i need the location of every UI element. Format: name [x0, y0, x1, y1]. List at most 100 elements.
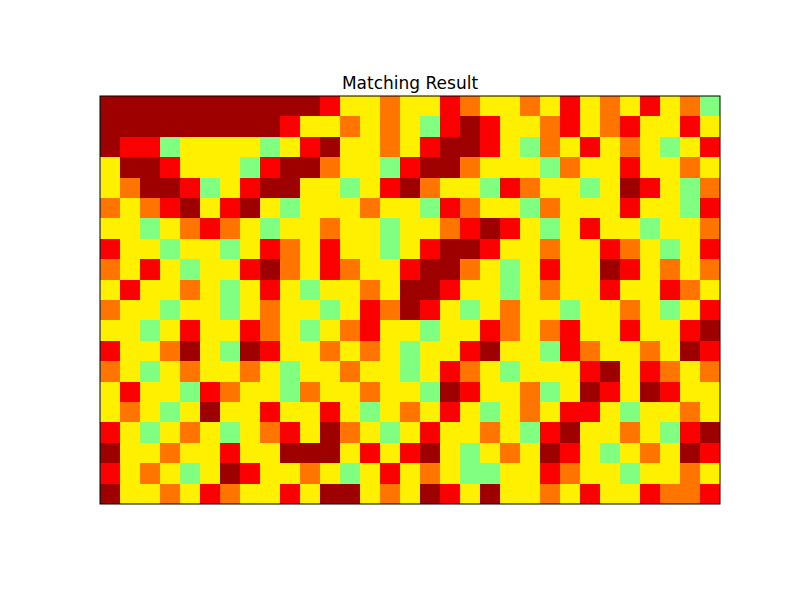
- heatmap-cell: [320, 280, 341, 301]
- heatmap-cell: [640, 341, 661, 362]
- heatmap-cell: [200, 259, 221, 280]
- heatmap-cell: [520, 341, 541, 362]
- heatmap-cell: [640, 300, 661, 321]
- heatmap-cell: [340, 218, 361, 239]
- heatmap-cell: [300, 239, 321, 260]
- heatmap-cell: [680, 259, 701, 280]
- heatmap-cell: [440, 218, 461, 239]
- heatmap-cell: [100, 443, 121, 464]
- heatmap-cell: [480, 116, 501, 137]
- heatmap-cell: [320, 402, 341, 423]
- heatmap-cell: [680, 382, 701, 403]
- heatmap-cell: [480, 382, 501, 403]
- heatmap-cell: [460, 137, 481, 158]
- heatmap-cell: [500, 463, 521, 484]
- heatmap-cell: [700, 157, 720, 178]
- heatmap-cell: [220, 422, 241, 443]
- heatmap-cell: [380, 382, 401, 403]
- heatmap-cell: [440, 463, 461, 484]
- heatmap-cell: [620, 137, 641, 158]
- heatmap-cell: [440, 157, 461, 178]
- heatmap-cell: [480, 157, 501, 178]
- heatmap-cell: [700, 116, 720, 137]
- heatmap-cell: [520, 484, 541, 504]
- heatmap-cell: [540, 341, 561, 362]
- heatmap-cell: [160, 463, 181, 484]
- heatmap-cell: [640, 443, 661, 464]
- heatmap-cell: [520, 402, 541, 423]
- heatmap-cell: [360, 198, 381, 219]
- heatmap-cell: [140, 402, 161, 423]
- heatmap-cell: [500, 96, 521, 117]
- heatmap-cell: [580, 157, 601, 178]
- heatmap-cell: [660, 137, 681, 158]
- heatmap-cell: [500, 443, 521, 464]
- heatmap-cell: [220, 259, 241, 280]
- heatmap-cell: [340, 484, 361, 504]
- heatmap-cell: [680, 300, 701, 321]
- heatmap-cell: [440, 239, 461, 260]
- heatmap-cell: [120, 320, 141, 341]
- heatmap-cell: [280, 484, 301, 504]
- heatmap-cell: [600, 157, 621, 178]
- heatmap-cell: [660, 361, 681, 382]
- heatmap-cell: [500, 218, 521, 239]
- heatmap-cell: [600, 382, 621, 403]
- heatmap-cell: [200, 96, 221, 117]
- heatmap-cell: [220, 137, 241, 158]
- heatmap-cell: [620, 463, 641, 484]
- heatmap-cell: [160, 96, 181, 117]
- chart-svg: Matching Result: [0, 0, 800, 600]
- heatmap-cell: [440, 137, 461, 158]
- heatmap-cell: [380, 341, 401, 362]
- heatmap-cell: [240, 382, 261, 403]
- heatmap-cell: [320, 361, 341, 382]
- heatmap-cell: [320, 116, 341, 137]
- heatmap-cell: [120, 96, 141, 117]
- heatmap-cell: [380, 361, 401, 382]
- heatmap-cell: [400, 280, 421, 301]
- heatmap-cell: [140, 443, 161, 464]
- heatmap-cell: [680, 280, 701, 301]
- heatmap-cell: [400, 341, 421, 362]
- heatmap-cell: [220, 320, 241, 341]
- heatmap-cell: [560, 218, 581, 239]
- heatmap-cell: [680, 96, 701, 117]
- heatmap-cell: [500, 259, 521, 280]
- heatmap-cell: [100, 198, 121, 219]
- heatmap-cell: [620, 402, 641, 423]
- heatmap-cell: [200, 280, 221, 301]
- heatmap-cell: [300, 422, 321, 443]
- heatmap-cell: [460, 198, 481, 219]
- heatmap-cell: [380, 259, 401, 280]
- heatmap-cell: [400, 239, 421, 260]
- heatmap-cell: [200, 402, 221, 423]
- heatmap-cell: [140, 280, 161, 301]
- heatmap-cell: [580, 239, 601, 260]
- heatmap-cell: [220, 382, 241, 403]
- heatmap-cell: [200, 239, 221, 260]
- heatmap-cell: [320, 382, 341, 403]
- heatmap-cell: [520, 422, 541, 443]
- heatmap-cell: [640, 259, 661, 280]
- heatmap-cell: [640, 382, 661, 403]
- heatmap-cell: [200, 198, 221, 219]
- heatmap-cell: [160, 280, 181, 301]
- heatmap-cell: [360, 157, 381, 178]
- heatmap-cell: [700, 280, 720, 301]
- heatmap-cell: [200, 178, 221, 199]
- heatmap-cell: [200, 218, 221, 239]
- heatmap-cell: [300, 178, 321, 199]
- heatmap-cell: [420, 259, 441, 280]
- heatmap-cell: [620, 178, 641, 199]
- heatmap-cell: [220, 178, 241, 199]
- heatmap-cell: [460, 463, 481, 484]
- heatmap-cell: [520, 259, 541, 280]
- heatmap-cell: [460, 300, 481, 321]
- heatmap-cell: [420, 382, 441, 403]
- heatmap-cell: [120, 443, 141, 464]
- heatmap-cell: [260, 198, 281, 219]
- heatmap-cell: [520, 137, 541, 158]
- heatmap-cell: [640, 463, 661, 484]
- heatmap-cell: [100, 137, 121, 158]
